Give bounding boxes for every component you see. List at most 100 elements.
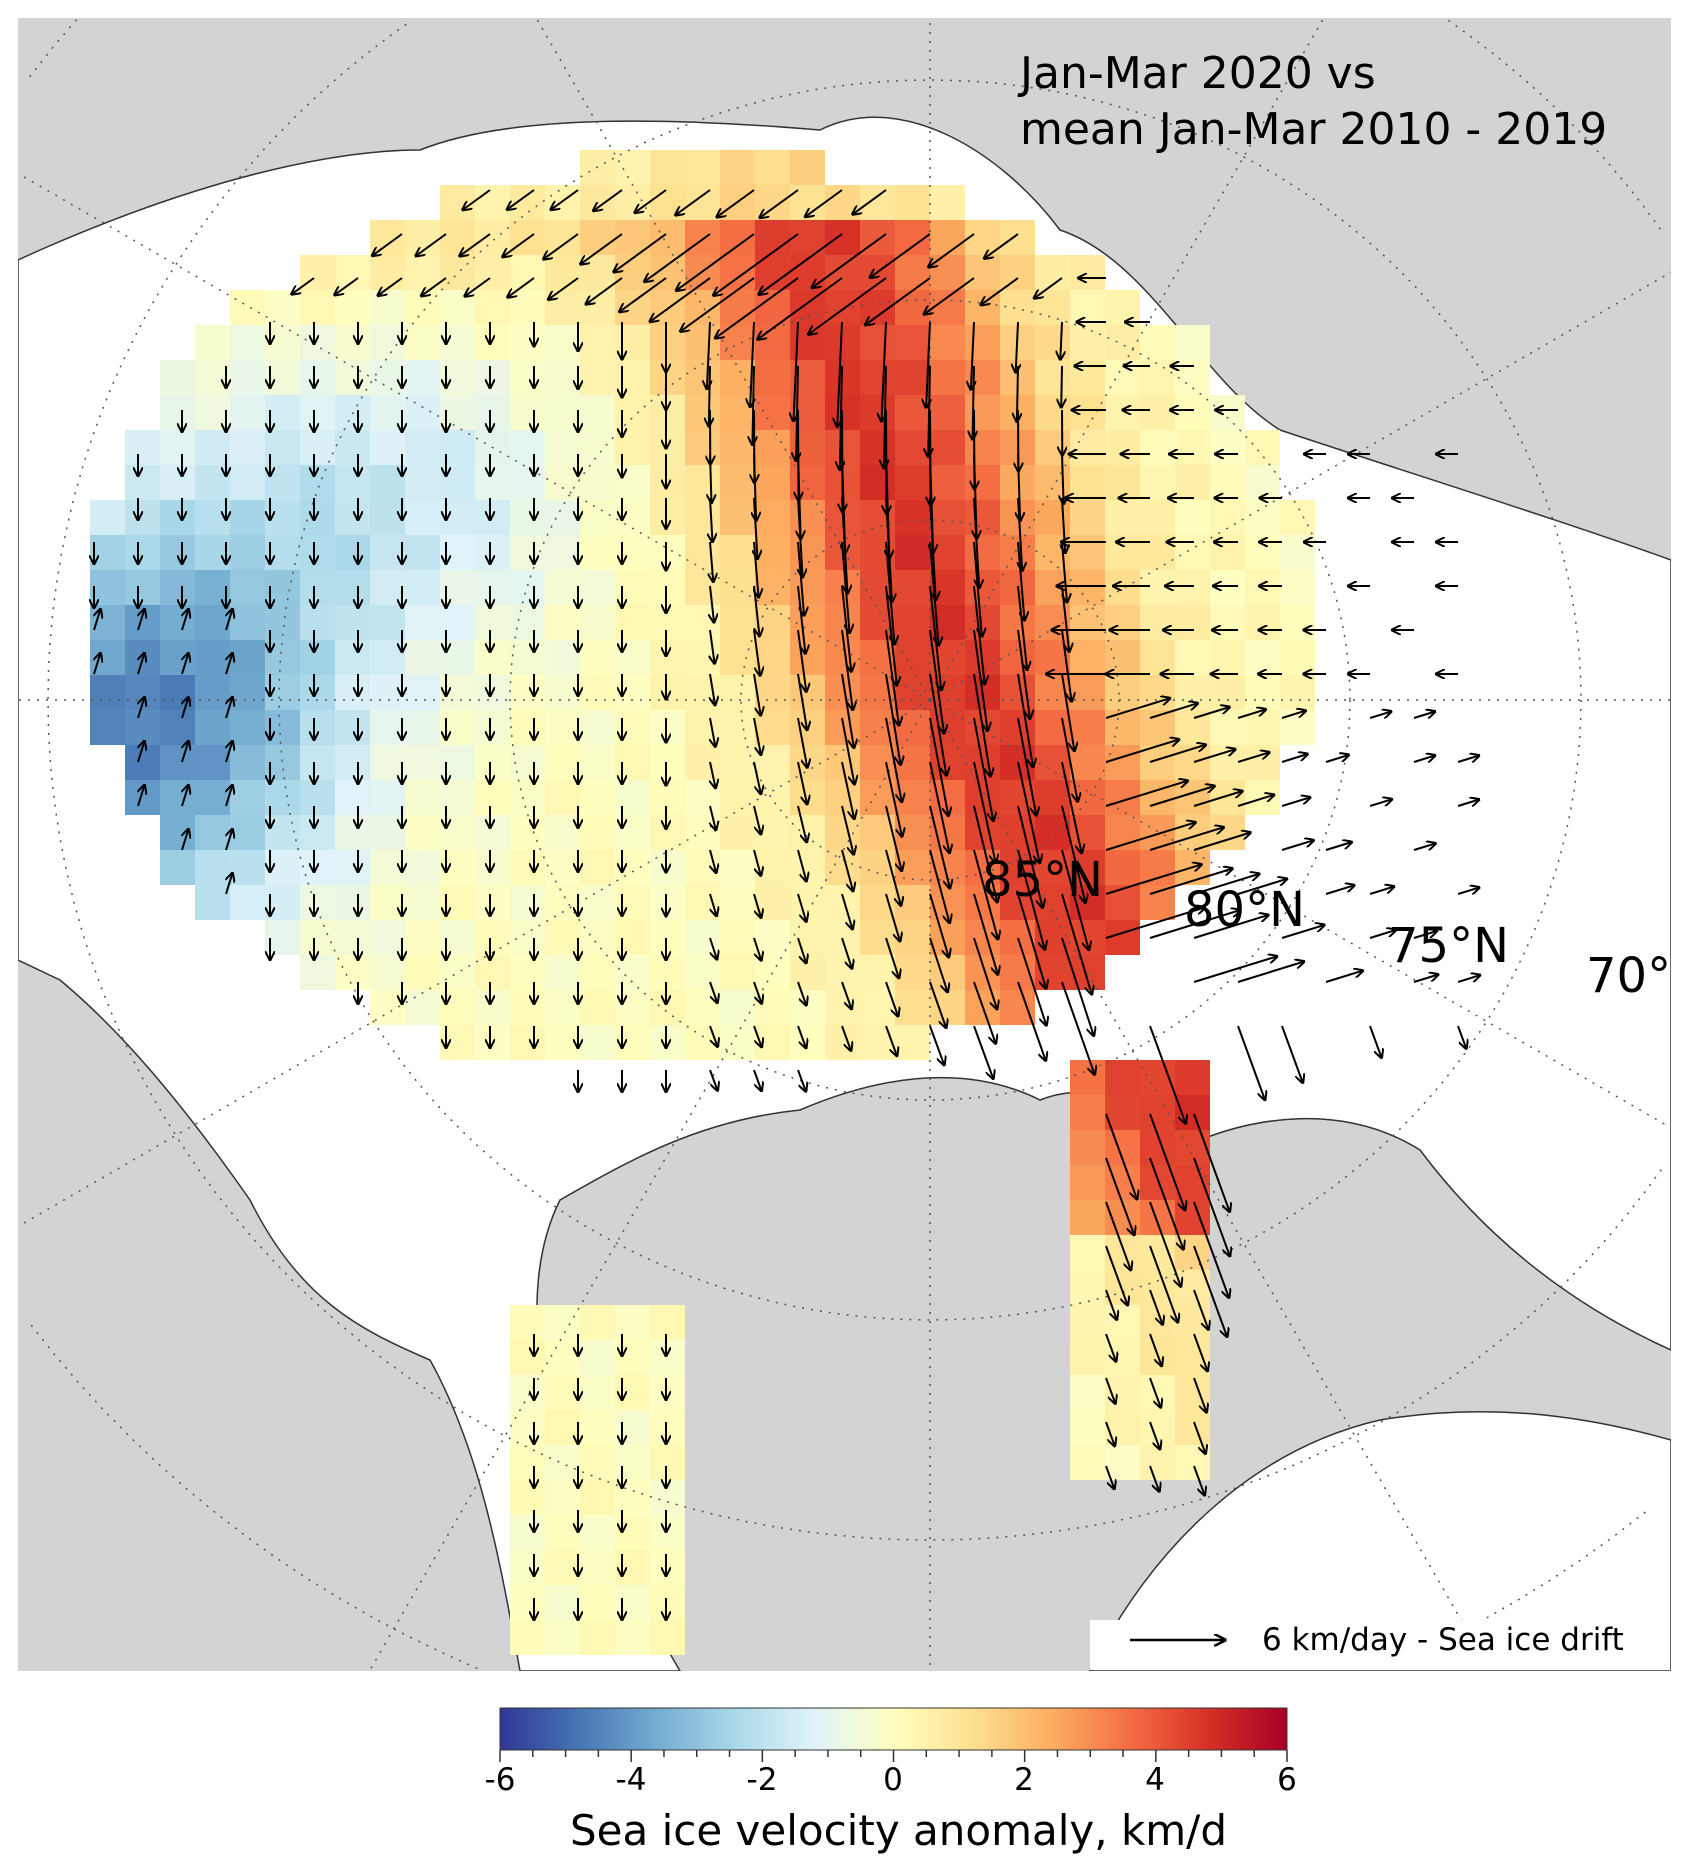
anomaly-cell <box>650 570 685 605</box>
anomaly-cell <box>300 780 335 815</box>
anomaly-cells <box>90 150 1315 1655</box>
anomaly-cell <box>510 1340 545 1375</box>
drift-arrow <box>709 1025 718 1047</box>
drift-arrow <box>973 717 993 821</box>
anomaly-cell <box>545 325 580 360</box>
drift-arrow <box>1105 781 1188 807</box>
anomaly-cell <box>545 675 580 710</box>
anomaly-cell <box>895 535 930 570</box>
anomaly-cell <box>160 360 195 395</box>
anomaly-cell <box>545 395 580 430</box>
anomaly-cell <box>1280 605 1315 640</box>
anomaly-cell <box>405 850 440 885</box>
drift-arrow <box>973 981 996 1044</box>
anomaly-cell <box>405 255 440 290</box>
anomaly-cell <box>895 255 930 290</box>
anomaly-cell <box>685 745 720 780</box>
anomaly-cell <box>1035 920 1070 955</box>
anomaly-cell <box>650 430 685 465</box>
anomaly-cell <box>860 885 895 920</box>
anomaly-cell <box>650 1375 685 1410</box>
anomaly-cell <box>160 395 195 430</box>
anomaly-cell <box>580 430 615 465</box>
colorbar-tick-label: -4 <box>615 1762 647 1798</box>
anomaly-cell <box>1175 395 1210 430</box>
anomaly-cell <box>545 850 580 885</box>
anomaly-cell <box>860 430 895 465</box>
drift-arrow <box>1105 1333 1116 1362</box>
anomaly-cell <box>300 395 335 430</box>
anomaly-cell <box>615 1410 650 1445</box>
anomaly-cell <box>545 780 580 815</box>
anomaly-cell <box>930 360 965 395</box>
anomaly-cell <box>720 430 755 465</box>
drift-arrow <box>709 937 717 960</box>
anomaly-cell <box>860 990 895 1025</box>
drift-arrow <box>593 189 623 211</box>
anomaly-cell <box>650 710 685 745</box>
drift-arrow <box>709 893 717 916</box>
drift-arrow <box>1193 1333 1208 1371</box>
anomaly-cell <box>510 710 545 745</box>
drift-arrow <box>1061 805 1085 903</box>
anomaly-cell <box>580 1585 615 1620</box>
drift-arrow <box>929 761 950 853</box>
drift-arrow <box>1061 893 1092 995</box>
anomaly-cell <box>405 640 440 675</box>
anomaly-cell <box>440 255 475 290</box>
anomaly-cell <box>510 500 545 535</box>
anomaly-cell <box>580 1025 615 1060</box>
drift-arrow <box>1105 1157 1134 1235</box>
anomaly-cell <box>545 1550 580 1585</box>
anomaly-cell <box>615 325 650 360</box>
anomaly-cell <box>895 605 930 640</box>
anomaly-cell <box>650 885 685 920</box>
anomaly-cell <box>440 290 475 325</box>
drift-arrow <box>841 717 855 784</box>
anomaly-cell <box>475 990 510 1025</box>
anomaly-cell <box>545 1585 580 1620</box>
anomaly-cell <box>615 815 650 850</box>
anomaly-cell <box>685 325 720 360</box>
anomaly-cell <box>545 185 580 220</box>
anomaly-cell <box>1280 570 1315 605</box>
anomaly-cell <box>160 710 195 745</box>
anomaly-cell <box>720 1025 755 1060</box>
anomaly-cell <box>545 920 580 955</box>
anomaly-cell <box>615 395 650 430</box>
anomaly-cell <box>160 500 195 535</box>
anomaly-cell <box>930 255 965 290</box>
drift-arrow <box>713 233 799 296</box>
drift-arrow <box>1061 541 1067 602</box>
anomaly-cell <box>755 780 790 815</box>
anomaly-cell <box>405 885 440 920</box>
anomaly-cell <box>1070 605 1105 640</box>
anomaly-cell <box>1105 745 1140 780</box>
drift-arrow <box>710 805 716 830</box>
drift-arrow <box>841 541 850 633</box>
anomaly-cell <box>1140 325 1175 360</box>
drift-arrow <box>710 585 714 623</box>
anomaly-cell <box>825 640 860 675</box>
drift-arrow <box>885 849 901 906</box>
drift-arrow <box>973 805 997 902</box>
drift-arrow <box>1281 754 1308 763</box>
anomaly-cell <box>860 465 895 500</box>
anomaly-cell <box>650 360 685 395</box>
drift-arrow <box>757 277 843 340</box>
anomaly-cell <box>475 325 510 360</box>
drift-arrow <box>841 937 852 969</box>
anomaly-cell <box>370 640 405 675</box>
colorbar-tick-label: -2 <box>746 1762 778 1798</box>
anomaly-cell <box>720 885 755 920</box>
anomaly-cell <box>510 605 545 640</box>
drift-arrow <box>1237 795 1274 807</box>
anomaly-cell <box>125 465 160 500</box>
drift-arrow <box>753 937 761 961</box>
anomaly-cell <box>335 465 370 500</box>
anomaly-cell <box>1035 395 1070 430</box>
anomaly-cell <box>405 815 440 850</box>
anomaly-cell <box>1140 570 1175 605</box>
anomaly-cell <box>230 570 265 605</box>
